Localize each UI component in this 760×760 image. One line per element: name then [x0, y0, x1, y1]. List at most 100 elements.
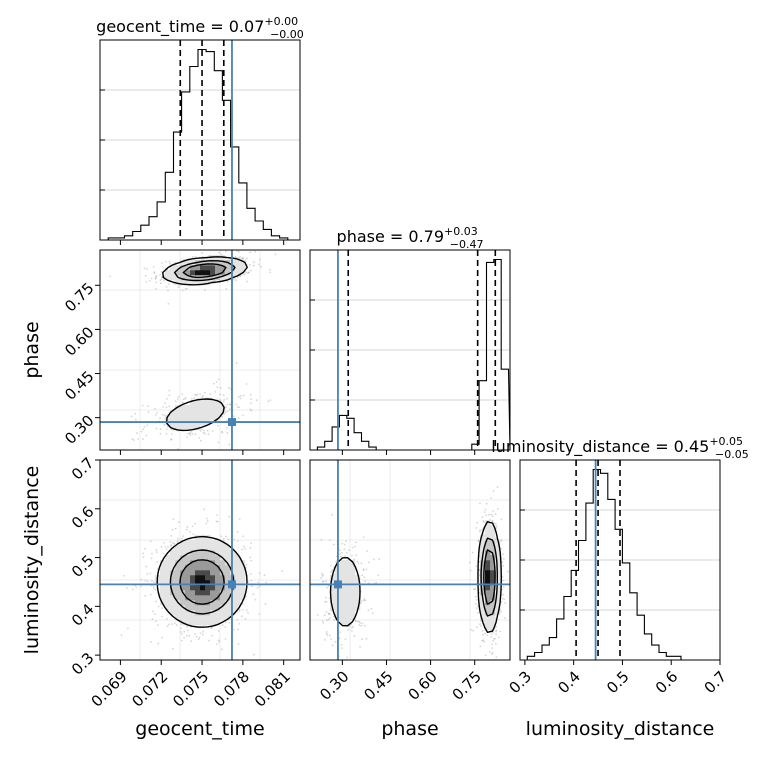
luminosity_distance_vs_geocent_time-density-cell: [165, 585, 171, 591]
phase_vs_geocent_time-point: [149, 280, 151, 282]
phase_vs_geocent_time-point: [234, 255, 237, 258]
luminosity_distance_vs_geocent_time-point: [241, 548, 244, 551]
phase_vs_geocent_time-density-cell: [185, 280, 191, 286]
luminosity_distance_vs_phase-density-cell: [490, 560, 496, 566]
luminosity_distance_vs_phase-density-cell: [490, 570, 496, 576]
luminosity_distance_vs_geocent_time-density-cell: [200, 570, 206, 576]
luminosity_distance_vs_phase-point: [366, 550, 368, 552]
luminosity_distance_vs_phase-point: [364, 580, 366, 583]
phase_vs_geocent_time-point: [170, 433, 173, 435]
luminosity_distance_vs_geocent_time-density-cell: [165, 555, 171, 561]
phase_vs_geocent_time-point: [204, 289, 206, 291]
phase_vs_geocent_time-point: [203, 429, 206, 432]
luminosity_distance_vs_phase-density-cell: [350, 615, 356, 621]
phase_vs_geocent_time-point: [159, 417, 161, 420]
luminosity_distance_vs_geocent_time-density-cell: [220, 565, 226, 571]
luminosity_distance_vs_phase-point: [326, 634, 329, 636]
phase_vs_geocent_time-point: [229, 403, 232, 406]
luminosity_distance_vs_geocent_time-point: [227, 538, 230, 540]
luminosity_distance_vs_geocent_time-point: [157, 642, 160, 645]
luminosity_distance_vs_geocent_time-density-cell: [175, 610, 181, 616]
phase_vs_geocent_time-point: [168, 283, 170, 285]
luminosity_distance_hist: luminosity_distance = 0.45+0.05 −0.05: [491, 435, 749, 661]
phase_vs_geocent_time-point: [159, 274, 161, 276]
luminosity_distance_vs_phase-point: [345, 551, 348, 554]
luminosity_distance_vs_geocent_time-density-cell: [190, 540, 196, 546]
luminosity_distance_vs_geocent_time-point: [254, 598, 257, 601]
luminosity_distance_vs_phase-density-cell: [480, 575, 486, 581]
geocent_time_hist-title-sup: +0.00: [264, 15, 298, 28]
luminosity_distance_vs_geocent_time-point: [177, 537, 180, 540]
luminosity_distance_vs_phase-density-cell: [485, 610, 491, 616]
luminosity_distance_vs_geocent_time-density-cell: [200, 550, 206, 556]
luminosity_distance_vs_phase-point: [321, 574, 324, 577]
phase_vs_geocent_time-density-cell: [180, 260, 186, 266]
luminosity_distance_vs_geocent_time-point: [172, 518, 175, 521]
phase_vs_geocent_time-point: [245, 272, 248, 274]
luminosity_distance_vs_phase-point: [329, 613, 331, 615]
luminosity_distance_vs_phase-density-cell: [490, 620, 496, 626]
phase_vs_geocent_time-point: [239, 275, 242, 278]
phase_vs_geocent_time-point: [109, 275, 111, 278]
luminosity_distance_vs_phase-point: [337, 665, 339, 667]
luminosity_distance_vs_geocent_time-plot-area: [100, 460, 300, 660]
phase_vs_geocent_time-point: [239, 397, 242, 400]
luminosity_distance_vs_geocent_time-density-cell: [225, 555, 231, 561]
phase_vs_geocent_time-point: [219, 386, 222, 389]
luminosity_distance_vs_geocent_time-point: [171, 623, 174, 625]
luminosity_distance_vs_phase-point: [341, 542, 344, 545]
luminosity_distance_vs_phase-point: [340, 555, 342, 558]
luminosity_distance_vs_geocent_time-point: [155, 551, 158, 553]
luminosity_distance_vs_phase-point: [475, 599, 478, 601]
phase_vs_geocent_time-point: [255, 399, 258, 402]
luminosity_distance_vs_geocent_time-point: [190, 640, 193, 643]
luminosity_distance_vs_phase-point: [344, 555, 346, 557]
luminosity_distance_vs_geocent_time-density-cell: [240, 580, 246, 586]
luminosity_distance_vs_geocent_time-density-cell: [190, 565, 196, 571]
luminosity_distance_vs_phase-density-cell: [340, 590, 346, 596]
luminosity_distance_vs_geocent_time-point: [143, 547, 146, 550]
phase_vs_geocent_time-point: [161, 413, 164, 416]
luminosity_distance_vs_phase-point: [363, 624, 366, 627]
luminosity_distance_vs_geocent_time-point: [264, 603, 267, 605]
phase_vs_geocent_time-density-cell: [215, 255, 221, 261]
luminosity_distance_vs_geocent_time-density-cell: [215, 600, 221, 606]
luminosity_distance_vs_phase-point: [351, 546, 354, 549]
luminosity_distance_vs_phase-point: [479, 502, 481, 505]
luminosity_distance_vs_geocent_time-point: [140, 578, 143, 581]
luminosity_distance_vs_phase-point: [482, 520, 485, 522]
phase_vs_geocent_time-point: [161, 262, 164, 264]
luminosity_distance_vs_geocent_time-point: [165, 548, 168, 551]
luminosity_distance_vs_phase-point: [362, 569, 365, 572]
phase_vs_geocent_time-density-cell: [205, 265, 211, 271]
luminosity_distance_vs_geocent_time-point: [251, 585, 253, 587]
luminosity_distance_vs_phase-point: [330, 571, 332, 573]
luminosity_distance_vs_phase-density-cell: [355, 600, 361, 606]
luminosity_distance_vs_geocent_time-density-cell: [185, 540, 191, 546]
luminosity_distance_vs_geocent_time-density-cell: [170, 575, 176, 581]
phase_vs_geocent_time-density-cell: [165, 275, 171, 281]
phase_vs_geocent_time-point: [177, 395, 180, 398]
phase_vs_geocent_time-density-cell: [210, 270, 216, 276]
luminosity_distance_vs_geocent_time-density-cell: [185, 595, 191, 601]
luminosity_distance_vs_phase-contour-level-2: [483, 549, 496, 605]
luminosity_distance_vs_phase-point: [353, 558, 355, 561]
phase_vs_geocent_time-point: [155, 275, 158, 277]
luminosity_distance_vs_geocent_time-point: [206, 520, 209, 523]
phase_vs_geocent_time-density-cell: [190, 410, 196, 416]
luminosity_distance_vs_geocent_time-density-cell: [210, 575, 216, 581]
luminosity_distance_vs_geocent_time-point: [245, 609, 248, 611]
luminosity_distance_vs_geocent_time-density-cell: [200, 580, 206, 586]
luminosity_distance_vs_phase-density-cell: [345, 575, 351, 581]
luminosity_distance_vs_geocent_time-point: [166, 617, 168, 620]
phase_vs_geocent_time-density-cell: [185, 405, 191, 411]
luminosity_distance_vs_geocent_time-density-cell: [190, 620, 196, 626]
phase_vs_geocent_time-point: [154, 277, 157, 280]
luminosity_distance_vs_phase-point: [355, 541, 357, 544]
luminosity_distance_vs_phase-point: [478, 561, 481, 563]
luminosity_distance_vs_phase-point: [474, 595, 477, 598]
luminosity_distance_vs_geocent_time-density-cell: [170, 610, 176, 616]
luminosity_distance_vs_geocent_time-point: [241, 609, 244, 611]
luminosity_distance_vs_geocent_time-density-cell: [180, 575, 186, 581]
phase_vs_geocent_time-point: [144, 275, 147, 277]
